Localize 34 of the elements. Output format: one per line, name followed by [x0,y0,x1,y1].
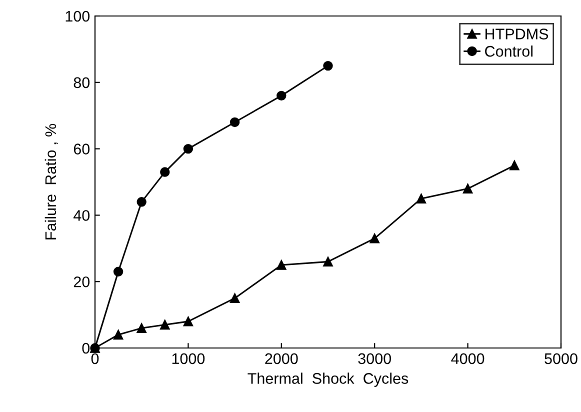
x-tick-label: 2000 [265,353,298,364]
point [510,160,520,170]
point [136,323,146,333]
y-tick-label: 20 [74,276,90,288]
x-tick-label: 5000 [544,353,578,364]
point [323,60,333,71]
point [416,194,426,204]
y-tick-label: 60 [74,144,90,154]
y-tick-label: 80 [74,77,90,88]
point [136,197,146,207]
legend-label: Control [485,46,532,57]
point [183,316,194,326]
x-tick-label: 0 [91,353,99,364]
point [462,184,473,194]
y-tick-label: 0 [82,342,90,354]
legend-label: HTPDMS [486,28,548,40]
y-tick-label: 100 [66,10,90,22]
point [370,234,380,244]
x-tick-label: 3000 [358,353,391,364]
point [160,167,170,177]
point [230,293,240,304]
x-axis-title: Thermal Shock Cycles [248,372,408,387]
point [183,144,194,154]
point [113,330,124,340]
point [276,90,286,101]
point [113,266,124,276]
point [160,320,170,330]
y-axis-title: Failure Ratio , % [44,124,58,240]
x-tick-label: 1000 [172,353,205,364]
point [323,256,333,267]
point [230,117,240,128]
x-tick-label: 4000 [451,353,484,364]
y-tick-label: 40 [74,210,90,221]
point [276,260,286,270]
